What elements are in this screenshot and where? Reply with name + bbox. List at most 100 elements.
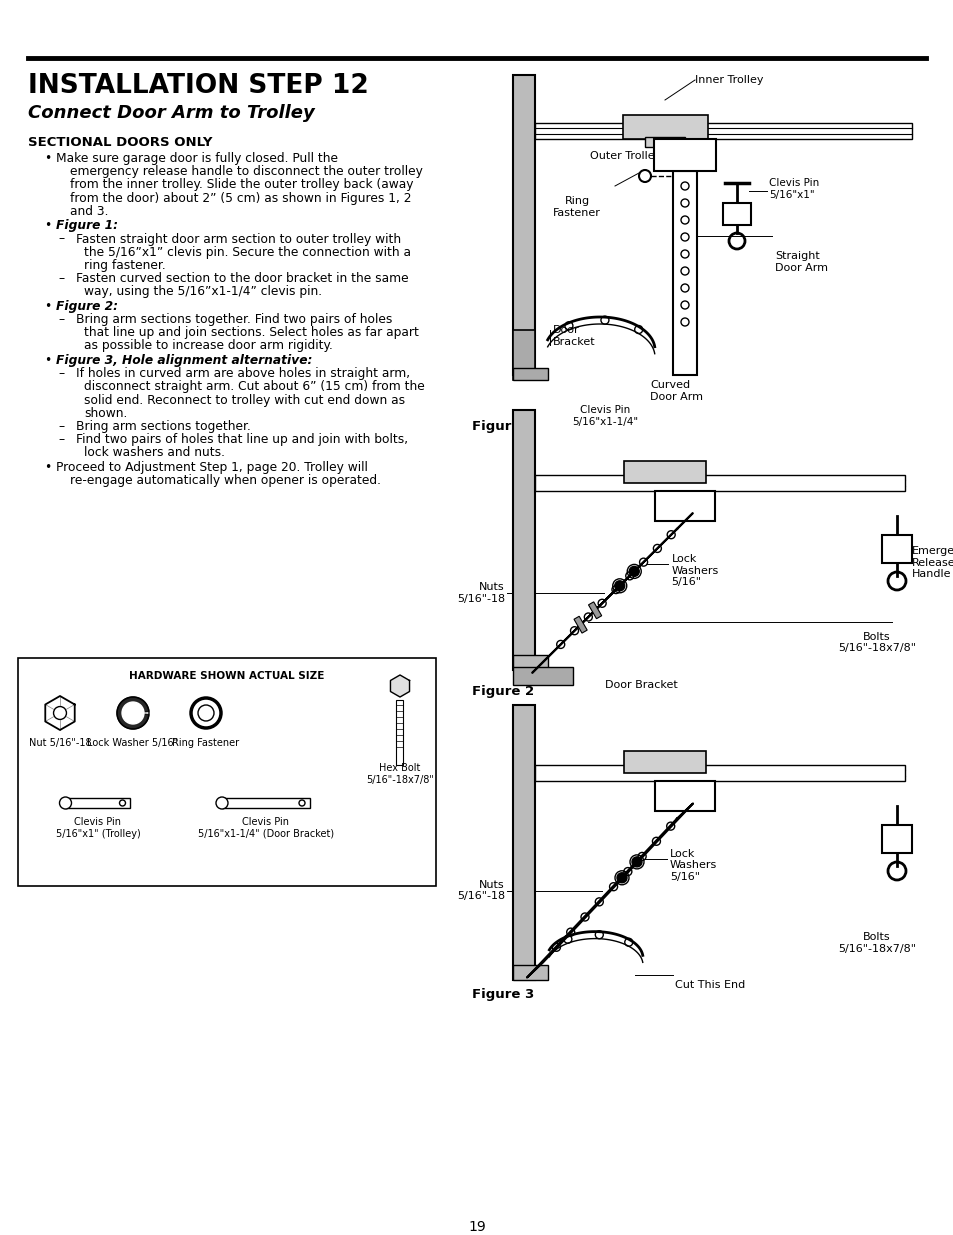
Text: Ring
Fastener: Ring Fastener xyxy=(553,196,600,217)
Text: Emergency
Release
Handle: Emergency Release Handle xyxy=(911,546,953,579)
Text: Figure 1: Figure 1 xyxy=(472,420,534,433)
Circle shape xyxy=(298,800,305,806)
Text: Find two pairs of holes that line up and join with bolts,: Find two pairs of holes that line up and… xyxy=(76,433,408,446)
Circle shape xyxy=(122,701,144,724)
Text: Nut 5/16"-18: Nut 5/16"-18 xyxy=(29,739,91,748)
Circle shape xyxy=(215,797,228,809)
Text: shown.: shown. xyxy=(84,406,128,420)
Bar xyxy=(882,825,911,853)
Text: disconnect straight arm. Cut about 6” (15 cm) from the: disconnect straight arm. Cut about 6” (1… xyxy=(84,380,424,394)
Text: Lock
Washers
5/16": Lock Washers 5/16" xyxy=(669,848,717,882)
Text: Bolts
5/16"-18x7/8": Bolts 5/16"-18x7/8" xyxy=(837,632,915,653)
Text: •: • xyxy=(44,354,51,367)
Text: Clevis Pin
5/16"x1-1/4": Clevis Pin 5/16"x1-1/4" xyxy=(572,405,638,426)
Text: •: • xyxy=(44,152,51,165)
Text: emergency release handle to disconnect the outer trolley: emergency release handle to disconnect t… xyxy=(70,165,422,178)
Text: Figure 2: Figure 2 xyxy=(472,685,534,698)
Text: •: • xyxy=(44,220,51,232)
Bar xyxy=(513,705,535,981)
Bar xyxy=(513,330,535,380)
Text: SECTIONAL DOORS ONLY: SECTIONAL DOORS ONLY xyxy=(28,136,213,149)
Text: Hex Bolt
5/16"-18x7/8": Hex Bolt 5/16"-18x7/8" xyxy=(366,763,434,784)
Text: Door Bracket: Door Bracket xyxy=(604,680,677,690)
Bar xyxy=(654,140,716,170)
Circle shape xyxy=(617,873,626,883)
Text: Nuts
5/16"-18: Nuts 5/16"-18 xyxy=(456,582,504,604)
Bar xyxy=(535,764,904,781)
Bar xyxy=(622,115,707,140)
Text: Straight
Door Arm: Straight Door Arm xyxy=(774,251,827,273)
Text: solid end. Reconnect to trolley with cut end down as: solid end. Reconnect to trolley with cut… xyxy=(84,394,405,406)
Bar xyxy=(222,798,310,808)
Text: –: – xyxy=(58,272,64,285)
Text: Bring arm sections together. Find two pairs of holes: Bring arm sections together. Find two pa… xyxy=(76,312,392,326)
Text: as possible to increase door arm rigidity.: as possible to increase door arm rigidit… xyxy=(84,340,333,352)
Text: –: – xyxy=(58,367,64,380)
Text: HARDWARE SHOWN ACTUAL SIZE: HARDWARE SHOWN ACTUAL SIZE xyxy=(130,671,324,680)
Text: Clevis Pin
5/16"x1": Clevis Pin 5/16"x1" xyxy=(768,178,819,200)
Text: re-engage automatically when opener is operated.: re-engage automatically when opener is o… xyxy=(70,474,380,487)
Text: Curved
Door Arm: Curved Door Arm xyxy=(649,380,702,401)
Text: from the door) about 2” (5 cm) as shown in Figures 1, 2: from the door) about 2” (5 cm) as shown … xyxy=(70,191,411,205)
Text: Figure 3: Figure 3 xyxy=(472,988,534,1002)
Bar xyxy=(513,655,547,671)
Bar xyxy=(644,137,684,147)
Polygon shape xyxy=(526,804,692,978)
Text: •: • xyxy=(44,300,51,312)
Bar xyxy=(623,461,705,483)
Text: ring fastener.: ring fastener. xyxy=(84,259,166,272)
Text: –: – xyxy=(58,420,64,433)
Bar xyxy=(655,492,714,521)
Circle shape xyxy=(119,800,126,806)
Polygon shape xyxy=(117,697,149,729)
Text: Bolts
5/16"-18x7/8": Bolts 5/16"-18x7/8" xyxy=(837,932,915,953)
Circle shape xyxy=(614,580,624,590)
Bar xyxy=(588,601,601,619)
Bar xyxy=(18,658,436,885)
Text: Fasten straight door arm section to outer trolley with: Fasten straight door arm section to oute… xyxy=(76,232,400,246)
Text: Lock Washer 5/16": Lock Washer 5/16" xyxy=(88,739,178,748)
Text: If holes in curved arm are above holes in straight arm,: If holes in curved arm are above holes i… xyxy=(76,367,410,380)
Text: –: – xyxy=(58,232,64,246)
Text: Figure 1:: Figure 1: xyxy=(56,220,118,232)
Text: Proceed to Adjustment Step 1, page 20. Trolley will: Proceed to Adjustment Step 1, page 20. T… xyxy=(56,461,368,474)
Bar xyxy=(672,170,697,375)
Text: Figure 2:: Figure 2: xyxy=(56,300,118,312)
Text: –: – xyxy=(58,312,64,326)
Bar xyxy=(535,124,911,140)
Text: Make sure garage door is fully closed. Pull the: Make sure garage door is fully closed. P… xyxy=(56,152,337,165)
Bar xyxy=(655,781,714,811)
Text: Lock
Washers
5/16": Lock Washers 5/16" xyxy=(671,555,718,588)
Text: Cut This End: Cut This End xyxy=(675,981,744,990)
Bar xyxy=(66,798,131,808)
Text: INSTALLATION STEP 12: INSTALLATION STEP 12 xyxy=(28,73,369,99)
Text: Outer Trolley: Outer Trolley xyxy=(589,151,660,161)
Text: Figure 3, Hole alignment alternative:: Figure 3, Hole alignment alternative: xyxy=(56,354,312,367)
Bar xyxy=(535,475,904,492)
Circle shape xyxy=(629,567,639,577)
Polygon shape xyxy=(45,697,74,730)
Bar xyxy=(513,667,573,685)
Text: Clevis Pin
5/16"x1" (Trolley): Clevis Pin 5/16"x1" (Trolley) xyxy=(55,818,140,839)
Polygon shape xyxy=(532,514,692,673)
Text: Connect Door Arm to Trolley: Connect Door Arm to Trolley xyxy=(28,104,314,122)
Circle shape xyxy=(631,857,641,867)
Text: and 3.: and 3. xyxy=(70,205,109,217)
Text: that line up and join sections. Select holes as far apart: that line up and join sections. Select h… xyxy=(84,326,418,340)
Bar xyxy=(396,700,403,764)
Circle shape xyxy=(59,797,71,809)
Text: –: – xyxy=(58,433,64,446)
Bar xyxy=(574,616,587,634)
Text: •: • xyxy=(44,461,51,474)
Bar xyxy=(882,535,911,563)
Polygon shape xyxy=(390,676,409,697)
Bar xyxy=(513,368,547,380)
Text: lock washers and nuts.: lock washers and nuts. xyxy=(84,446,225,459)
Bar xyxy=(722,203,750,225)
Circle shape xyxy=(53,706,67,720)
Text: Ring Fastener: Ring Fastener xyxy=(172,739,239,748)
Text: way, using the 5/16”x1-1/4” clevis pin.: way, using the 5/16”x1-1/4” clevis pin. xyxy=(84,285,322,299)
Text: the 5/16”x1” clevis pin. Secure the connection with a: the 5/16”x1” clevis pin. Secure the conn… xyxy=(84,246,411,258)
Text: Door
Bracket: Door Bracket xyxy=(553,325,595,347)
Bar xyxy=(513,75,535,375)
